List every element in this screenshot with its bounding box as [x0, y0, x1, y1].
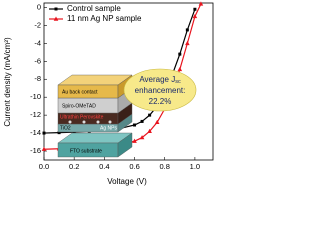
np-label: Ag NPs	[100, 125, 117, 131]
chart: Current density (mA/cm²) Voltage (V) Au …	[3, 1, 214, 186]
y-tick-label: -4	[34, 38, 41, 47]
y-tick-label: -2	[34, 20, 41, 29]
marker	[41, 146, 47, 151]
y-tick-label: -12	[30, 110, 41, 119]
annotation-sub: sc	[175, 79, 181, 85]
x-tick-label: 1.0	[190, 162, 200, 171]
fto-side	[117, 132, 133, 158]
y-axis-label: Current density (mA/cm²)	[3, 37, 12, 127]
legend-label: 11 nm Ag NP sample	[67, 14, 142, 23]
layer-label: Spiro-OMeTAD	[62, 103, 96, 109]
y-tick-label: -6	[34, 56, 41, 65]
marker	[42, 131, 46, 135]
y-tick-label: -8	[34, 74, 41, 83]
marker	[148, 113, 152, 117]
annotation-bubble	[123, 68, 197, 112]
legend-marker	[54, 7, 58, 11]
x-tick-label: 0.4	[99, 162, 109, 171]
y-tick-label: -14	[30, 128, 41, 137]
ag-np	[108, 120, 112, 124]
annotation: Average Jsc	[139, 75, 181, 85]
marker	[132, 138, 137, 143]
marker	[57, 131, 61, 135]
x-axis-label: Voltage (V)	[107, 177, 147, 186]
marker	[133, 123, 137, 127]
layer-label: Au back contact	[62, 89, 98, 95]
y-tick-label: -10	[30, 92, 41, 101]
plot-frame	[43, 2, 214, 161]
legend-label: Control sample	[67, 4, 121, 13]
x-tick-label: 0.6	[129, 162, 139, 171]
annotation-text: 22.2%	[149, 97, 172, 106]
legend-marker	[53, 16, 59, 21]
marker	[178, 52, 182, 56]
marker	[192, 13, 198, 19]
x-tick-label: 0.0	[39, 162, 49, 171]
marker	[147, 128, 152, 133]
annotation-text: enhancement:	[135, 86, 186, 95]
ag-np	[96, 120, 100, 124]
marker	[198, 1, 204, 6]
ag-np	[82, 120, 86, 124]
y-tick-label: 0	[37, 2, 41, 11]
marker	[140, 119, 144, 123]
x-tick-label: 0.2	[69, 162, 79, 171]
marker	[185, 28, 189, 32]
marker	[177, 66, 183, 72]
layer-label: Ultrathin Perovskite	[60, 114, 104, 120]
layer-label: TiO2	[60, 125, 71, 131]
marker	[185, 40, 190, 46]
y-tick-label: -16	[30, 146, 41, 155]
device-inset: Au back contact Spiro-OMeTAD Ultrathin P…	[57, 74, 133, 158]
ag-np	[68, 120, 72, 124]
x-tick-label: 0.8	[159, 162, 169, 171]
marker	[139, 135, 145, 140]
marker	[154, 119, 160, 125]
marker	[193, 7, 197, 11]
layer-label: FTO substrate	[70, 148, 102, 154]
annotation-text: Average J	[139, 75, 175, 84]
